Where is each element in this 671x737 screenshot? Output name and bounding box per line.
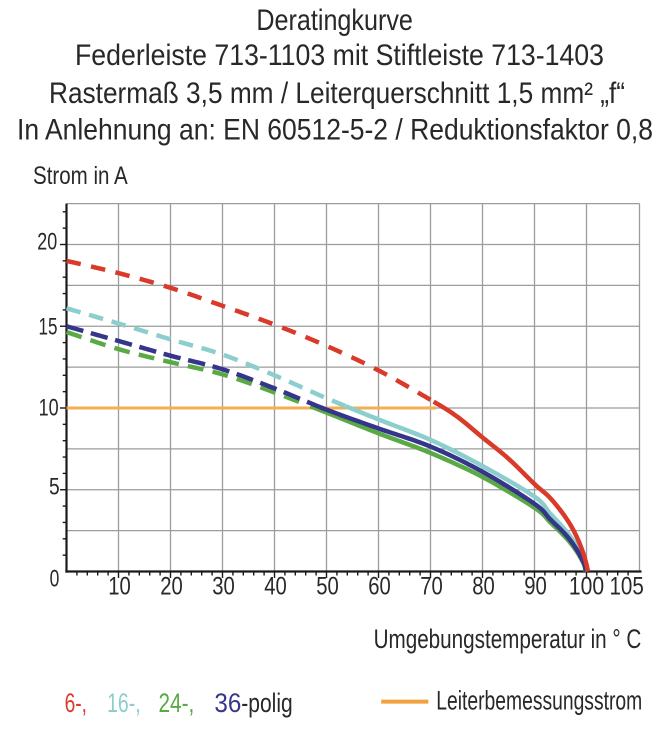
- svg-text:Umgebungstemperatur in ° C: Umgebungstemperatur in ° C: [374, 624, 642, 654]
- svg-text:Deratingkurve: Deratingkurve: [256, 4, 413, 37]
- svg-text:Federleiste 713-1103 mit Stift: Federleiste 713-1103 mit Stiftleiste 713…: [75, 39, 604, 72]
- svg-text:-polig: -polig: [241, 688, 292, 718]
- svg-text:5: 5: [49, 474, 60, 501]
- svg-text:Rastermaß 3,5 mm / Leiterquers: Rastermaß 3,5 mm / Leiterquerschnitt 1,5…: [49, 77, 625, 110]
- svg-text:20: 20: [37, 229, 57, 256]
- svg-text:80: 80: [472, 573, 495, 601]
- svg-text:36: 36: [214, 688, 241, 718]
- svg-text:6-,: 6-,: [65, 688, 87, 718]
- svg-text:10: 10: [108, 573, 131, 601]
- svg-text:30: 30: [212, 573, 235, 601]
- svg-text:10: 10: [39, 394, 59, 421]
- svg-text:50: 50: [316, 573, 339, 601]
- svg-text:105: 105: [610, 573, 644, 601]
- svg-text:In Anlehnung an: EN 60512-5-2: In Anlehnung an: EN 60512-5-2 / Reduktio…: [17, 114, 653, 147]
- svg-text:40: 40: [264, 573, 287, 601]
- svg-text:100: 100: [569, 573, 604, 601]
- svg-text:Leiterbemessungsstrom: Leiterbemessungsstrom: [436, 686, 642, 716]
- svg-text:0: 0: [50, 566, 60, 593]
- svg-text:70: 70: [420, 573, 443, 601]
- svg-text:Strom in A: Strom in A: [33, 162, 128, 190]
- svg-text:90: 90: [524, 573, 547, 601]
- svg-text:16-,: 16-,: [107, 688, 141, 718]
- svg-text:15: 15: [39, 314, 58, 341]
- svg-text:24-,: 24-,: [159, 688, 195, 718]
- svg-text:20: 20: [160, 573, 183, 601]
- svg-text:60: 60: [368, 573, 391, 601]
